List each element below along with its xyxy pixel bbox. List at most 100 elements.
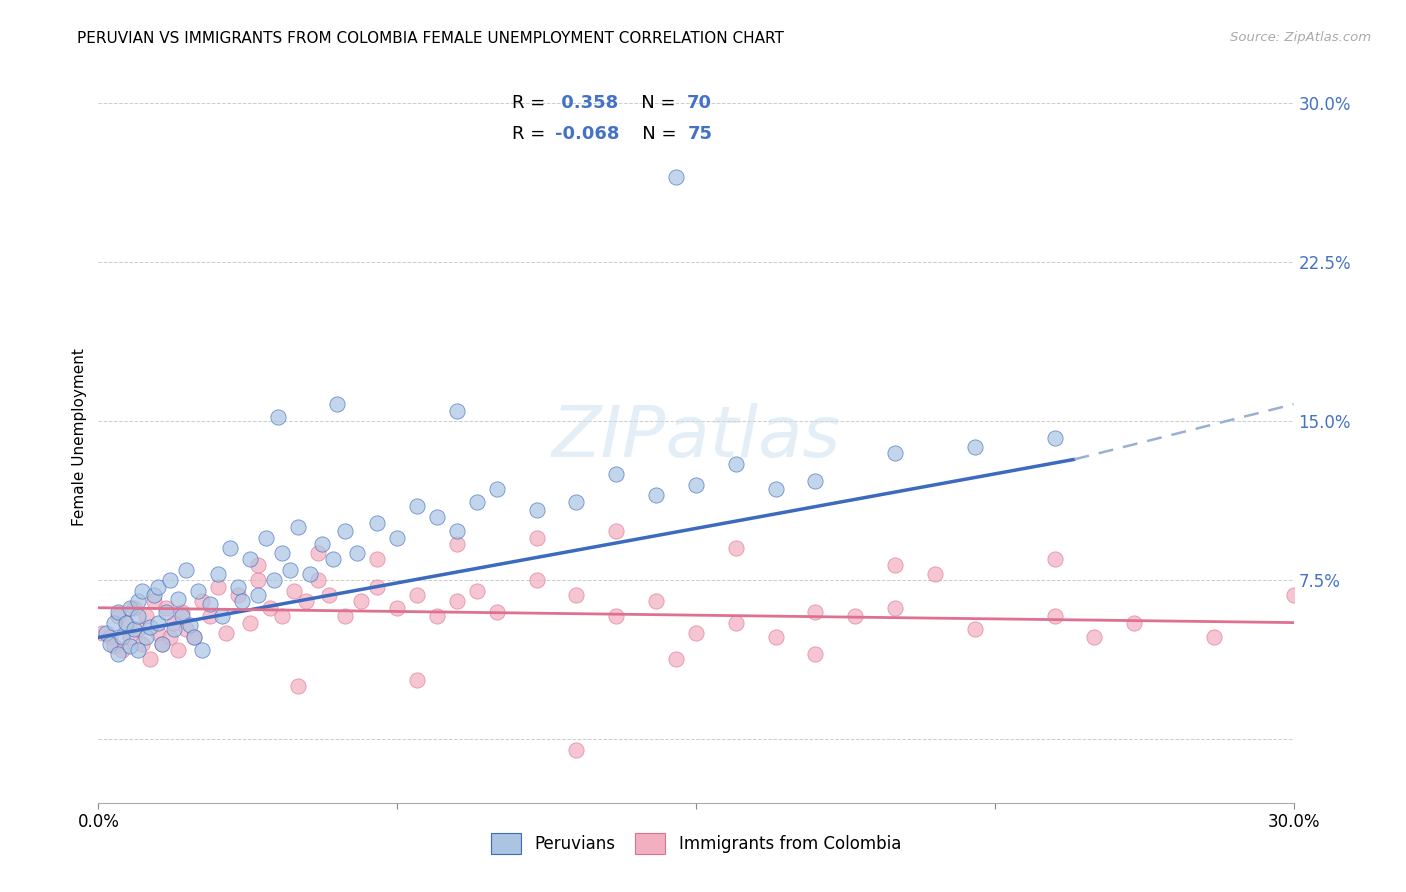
Point <box>318 588 340 602</box>
Point <box>446 537 468 551</box>
Point <box>127 594 149 608</box>
Point <box>191 643 214 657</box>
Point <box>350 594 373 608</box>
Point <box>191 594 214 608</box>
Point <box>426 609 449 624</box>
Point <box>239 615 262 630</box>
Point <box>155 605 177 619</box>
Point <box>685 626 707 640</box>
Point <box>765 482 787 496</box>
Point <box>172 609 194 624</box>
Legend: Peruvians, Immigrants from Colombia: Peruvians, Immigrants from Colombia <box>484 827 908 860</box>
Point <box>124 600 146 615</box>
Text: 75: 75 <box>688 125 713 143</box>
Point <box>139 620 162 634</box>
Point <box>804 474 827 488</box>
Point <box>231 594 253 608</box>
Point <box>322 552 344 566</box>
Point <box>1083 631 1105 645</box>
Point <box>366 516 388 530</box>
Point <box>143 594 166 608</box>
Point <box>665 170 688 185</box>
Point <box>198 609 221 624</box>
Point <box>924 566 946 581</box>
Point <box>298 566 321 581</box>
Point <box>485 482 508 496</box>
Point <box>565 588 588 602</box>
Point <box>98 631 122 645</box>
Point <box>1043 609 1066 624</box>
Text: N =: N = <box>626 125 683 143</box>
Point <box>115 615 138 630</box>
Point <box>107 609 129 624</box>
Point <box>605 609 627 624</box>
Point <box>1043 552 1066 566</box>
Point <box>963 440 986 454</box>
Point <box>172 605 194 619</box>
Point <box>307 546 329 560</box>
Point <box>131 583 153 598</box>
Point <box>135 631 157 645</box>
Point <box>211 609 233 624</box>
Point <box>963 622 986 636</box>
Point <box>127 622 149 636</box>
Point <box>335 524 357 539</box>
Text: -0.068: -0.068 <box>555 125 619 143</box>
Point <box>148 615 170 630</box>
Text: R =: R = <box>512 125 551 143</box>
Point <box>163 615 186 630</box>
Point <box>685 477 707 491</box>
Point <box>645 594 668 608</box>
Point <box>226 580 249 594</box>
Point <box>96 626 118 640</box>
Point <box>226 588 249 602</box>
Point <box>844 609 866 624</box>
Point <box>131 637 153 651</box>
Point <box>426 509 449 524</box>
Point <box>163 622 186 636</box>
Point <box>159 573 181 587</box>
Point <box>167 592 190 607</box>
Point <box>366 552 388 566</box>
Point <box>103 639 125 653</box>
Point <box>174 622 197 636</box>
Point <box>385 600 409 615</box>
Point <box>446 403 468 417</box>
Point <box>267 409 290 424</box>
Point <box>804 605 827 619</box>
Point <box>263 573 285 587</box>
Point <box>148 626 170 640</box>
Point <box>1123 615 1146 630</box>
Point <box>385 531 409 545</box>
Point <box>465 583 488 598</box>
Point <box>335 609 357 624</box>
Point <box>150 637 173 651</box>
Point <box>605 524 627 539</box>
Point <box>724 541 747 556</box>
Point <box>565 494 588 508</box>
Point <box>143 588 166 602</box>
Point <box>187 583 209 598</box>
Point <box>207 566 229 581</box>
Point <box>1043 431 1066 445</box>
Point <box>98 637 122 651</box>
Text: Source: ZipAtlas.com: Source: ZipAtlas.com <box>1230 31 1371 45</box>
Point <box>198 597 221 611</box>
Point <box>270 546 292 560</box>
Point <box>120 600 142 615</box>
Point <box>287 679 309 693</box>
Point <box>307 573 329 587</box>
Text: 70: 70 <box>688 94 711 112</box>
Point <box>91 626 114 640</box>
Point <box>111 631 134 645</box>
Point <box>346 546 368 560</box>
Point <box>254 531 277 545</box>
Point <box>127 643 149 657</box>
Point <box>884 446 907 460</box>
Point <box>183 631 205 645</box>
Point <box>107 648 129 662</box>
Point <box>884 600 907 615</box>
Point <box>465 494 488 508</box>
Point <box>148 580 170 594</box>
Point <box>884 558 907 573</box>
